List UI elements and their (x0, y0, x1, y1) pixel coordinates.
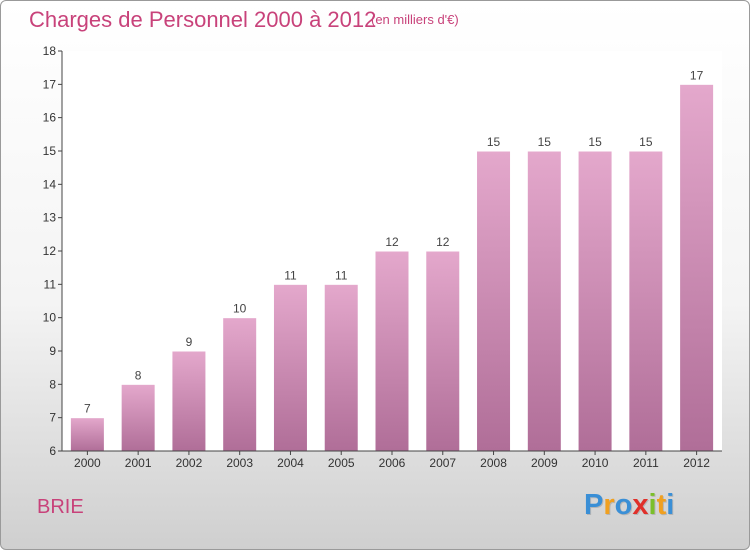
x-tick-label: 2007 (429, 456, 456, 470)
data-label-2000: 7 (84, 402, 91, 416)
y-tick-label: 17 (43, 77, 57, 91)
bar-2003 (222, 317, 258, 452)
x-tick-label: 2008 (480, 456, 507, 470)
x-tick-label: 2004 (277, 456, 304, 470)
y-tick-label: 12 (43, 244, 57, 258)
data-label-2001: 8 (135, 368, 142, 382)
bar-2002 (171, 350, 207, 452)
y-tick-label: 15 (43, 144, 57, 158)
bar-2001 (120, 383, 156, 452)
bar-2006 (374, 250, 410, 452)
x-tick-label: 2005 (328, 456, 355, 470)
logo-letter: r (603, 489, 615, 521)
bar-2009 (526, 150, 562, 452)
data-label-2010: 15 (588, 135, 602, 149)
bar-2000 (69, 417, 105, 452)
chart-subtitle: (en milliers d'€) (371, 12, 459, 27)
data-label-2011: 15 (639, 135, 653, 149)
data-label-2006: 12 (385, 235, 399, 249)
logo-letter: o (614, 489, 633, 521)
y-tick-label: 7 (49, 411, 56, 425)
proxiti-logo: Proxiti (584, 489, 674, 522)
x-tick-label: 2011 (633, 456, 659, 470)
y-tick-label: 16 (43, 111, 57, 125)
logo-letter: t (656, 489, 667, 521)
bar-2007 (425, 250, 461, 452)
x-tick-label: 2001 (125, 456, 152, 470)
logo-letter: i (666, 489, 675, 521)
x-tick-label: 2000 (74, 456, 101, 470)
data-label-2005: 11 (335, 268, 348, 282)
x-tick-label: 2012 (683, 456, 710, 470)
town-name: BRIE (37, 496, 84, 518)
bar-2011 (628, 150, 664, 452)
bar-2004 (272, 283, 308, 452)
bar-2010 (577, 150, 613, 452)
logo-letter: i (648, 489, 657, 521)
bar-2012 (679, 83, 715, 452)
data-label-2002: 9 (186, 335, 193, 349)
x-tick-label: 2003 (226, 456, 253, 470)
x-tick-label: 2010 (582, 456, 609, 470)
y-tick-label: 11 (44, 277, 57, 291)
x-tick-label: 2002 (176, 456, 203, 470)
x-tick-label: 2009 (531, 456, 558, 470)
y-tick-label: 10 (43, 311, 57, 325)
y-tick-label: 9 (49, 344, 56, 358)
x-tick-label: 2006 (379, 456, 406, 470)
data-label-2008: 15 (487, 135, 501, 149)
y-tick-label: 18 (43, 44, 57, 58)
logo-letter: P (584, 489, 604, 521)
data-label-2007: 12 (436, 235, 450, 249)
y-tick-label: 6 (49, 444, 56, 458)
bar-2005 (323, 283, 359, 452)
data-label-2003: 10 (233, 302, 247, 316)
y-tick-label: 8 (49, 377, 56, 391)
bar-2008 (476, 150, 512, 452)
y-tick-label: 14 (43, 177, 57, 191)
logo-letter: x (632, 489, 649, 521)
data-label-2012: 17 (690, 68, 704, 82)
data-label-2009: 15 (538, 135, 552, 149)
data-label-2004: 11 (284, 268, 297, 282)
y-tick-label: 13 (43, 211, 57, 225)
chart-title: Charges de Personnel 2000 à 2012 (29, 7, 377, 32)
